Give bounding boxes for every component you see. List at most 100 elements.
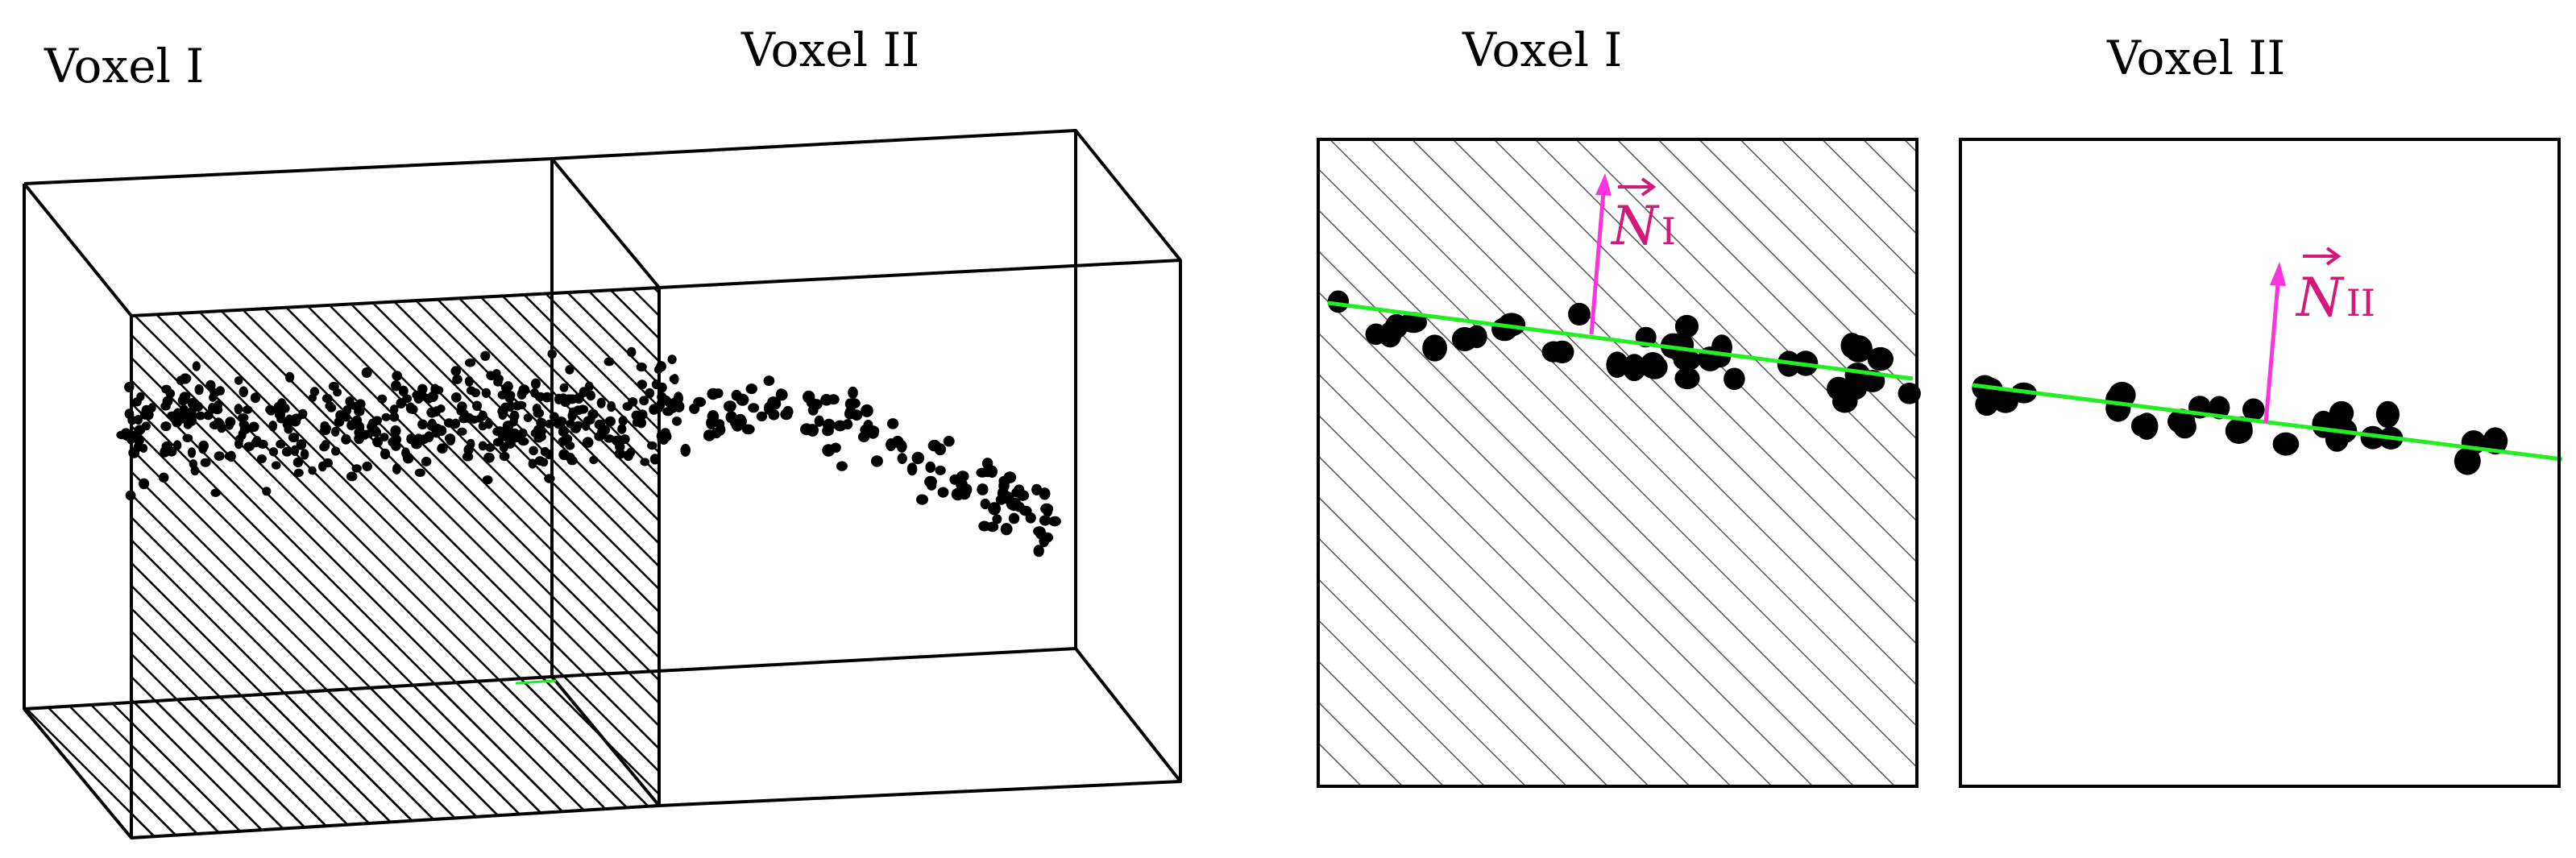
point-mark [214,451,225,461]
svg-text:NI: NI [1610,195,1676,257]
point-mark [424,431,434,442]
point-mark [486,371,495,380]
point-mark [640,458,650,466]
point-mark [351,464,362,473]
point-mark [194,383,204,396]
point-mark [504,394,515,403]
point-mark [1327,290,1350,313]
point-mark [492,437,504,447]
point-mark [328,382,339,392]
point-mark [346,471,358,482]
point-mark [162,396,173,407]
point-mark [842,419,853,430]
point-mark [288,433,300,443]
point-mark [398,385,409,397]
point-mark [636,417,647,429]
point-mark [724,400,736,412]
point-mark [607,401,616,412]
point-mark [512,401,522,411]
point-mark [529,446,538,456]
point-mark [1840,333,1864,359]
point-mark [136,392,145,401]
point-mark [413,437,423,448]
point-mark [622,402,633,411]
point-mark [536,417,545,427]
point-mark [1606,351,1628,379]
point-mark [604,357,615,367]
point-mark [469,415,479,424]
point-mark [1400,312,1427,334]
point-mark [377,394,388,404]
point-mark [234,404,243,415]
point-mark [276,398,287,409]
point-mark [483,452,495,463]
bottom-hatched-plane [24,677,659,838]
point-mark [2483,427,2508,455]
point-mark [250,392,261,404]
point-mark [284,425,293,434]
point-mark [331,426,340,437]
point-mark [158,472,169,483]
section2-points [1972,375,2508,475]
point-mark [1867,346,1894,371]
point-mark [680,443,691,457]
normal-vector-2-arrowhead [2270,262,2286,286]
point-mark [503,381,513,392]
point-mark [2229,416,2253,441]
point-mark [292,457,304,468]
point-mark [1033,545,1044,557]
point-mark [193,401,203,412]
point-mark [414,468,425,477]
point-mark [734,413,747,426]
point-mark [417,419,428,430]
point-mark [355,399,366,409]
normal-label-1: NI [1610,177,1676,257]
point-mark [481,388,492,398]
point-mark [478,421,487,431]
point-mark [573,392,584,404]
point-mark [1011,487,1022,498]
point-mark [366,422,375,431]
point-mark [660,395,671,405]
point-mark [706,417,716,429]
section-voxel1: NI [1317,138,1921,788]
point-mark [935,465,946,475]
point-mark [502,430,513,441]
point-mark [530,378,541,389]
point-mark [268,447,279,457]
point-mark [763,401,774,415]
point-mark [806,424,819,437]
point-mark [670,374,679,385]
right-voxel1-label: Voxel I [1462,23,1622,77]
point-mark [559,383,569,392]
point-mark [499,451,510,462]
point-mark [558,449,570,461]
point-mark [828,394,840,405]
point-mark [1025,512,1036,524]
point-mark [586,390,595,401]
point-mark [450,392,462,403]
point-mark [180,374,192,383]
point-mark [472,400,483,412]
point-mark [432,406,441,417]
point-mark [673,400,685,412]
point-mark [234,376,243,385]
point-mark [981,458,993,470]
point-mark [187,447,197,458]
point-mark [391,380,401,392]
point-mark [381,412,391,422]
point-mark [589,455,599,465]
point-mark [321,440,330,451]
point-mark [2272,432,2300,456]
point-mark [331,446,341,456]
point-mark [437,443,448,454]
point-mark [756,411,768,421]
left-3d-panel: Voxel I Voxel II [23,23,1182,839]
point-mark [177,412,188,424]
point-mark [459,409,469,418]
normal-vector-2 [2263,283,2280,424]
point-mark [617,424,627,434]
point-mark [1674,367,1700,390]
point-mark [863,420,873,431]
